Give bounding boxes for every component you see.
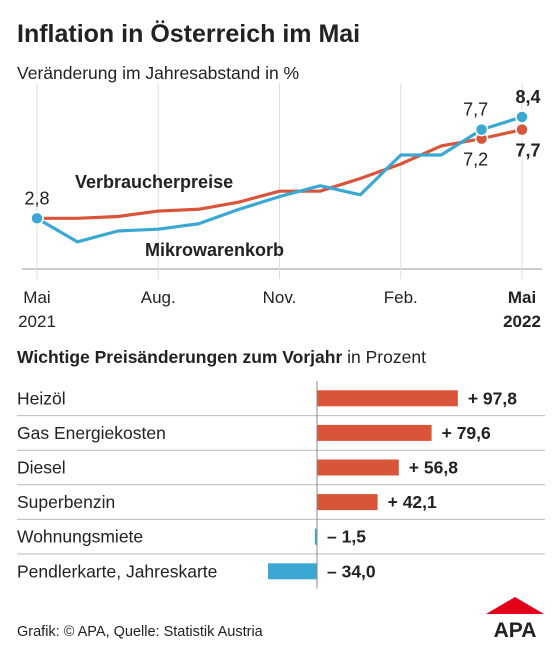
bar <box>268 563 317 580</box>
x-tick-label: Feb. <box>384 288 418 307</box>
value-label: 7,7 <box>463 100 488 120</box>
value-label: + 79,6 <box>442 423 491 443</box>
value-label: + 97,8 <box>468 388 517 408</box>
x-tick-label: Aug. <box>141 288 176 307</box>
bar <box>317 459 399 476</box>
value-label: – 1,5 <box>327 527 366 547</box>
x-tick-label: Mai 2021 <box>18 288 56 331</box>
value-label: 7,2 <box>463 150 488 170</box>
series-label: Mikrowarenkorb <box>145 240 284 260</box>
value-label: + 56,8 <box>409 458 458 478</box>
point <box>515 110 529 124</box>
series-line <box>37 128 523 220</box>
value-label: + 42,1 <box>388 492 437 512</box>
value-label: 7,7 <box>515 141 540 161</box>
point <box>515 122 529 137</box>
category-label: Diesel <box>17 458 66 478</box>
bar-title-main: Wichtige Preisänderungen zum Vorjahr <box>17 347 342 367</box>
point <box>474 122 489 137</box>
bar <box>317 424 432 441</box>
category-label: Superbenzin <box>17 492 115 512</box>
logo: APA <box>494 619 537 642</box>
category-label: Pendlerkarte, Jahreskarte <box>17 561 217 581</box>
series-line <box>36 115 523 244</box>
subtitle: Veränderung im Jahresabstand in % <box>17 63 299 83</box>
bar <box>317 390 458 407</box>
title: Inflation in Österreich im Mai <box>17 19 360 48</box>
series-label: Verbraucherpreise <box>75 172 233 192</box>
value-label: – 34,0 <box>327 561 376 581</box>
category-label: Wohnungsmiete <box>17 527 143 547</box>
category-label: Gas Energiekosten <box>17 423 166 443</box>
x-tick-label: Nov. <box>263 288 297 307</box>
bar-title-unit: in Prozent <box>347 347 426 367</box>
logo-roof <box>486 597 544 614</box>
value-label: 2,8 <box>24 188 49 208</box>
bar <box>314 528 317 545</box>
bar-title: Wichtige Preisänderungen zum Vorjahr in … <box>17 347 426 367</box>
bar <box>317 494 378 511</box>
category-label: Heizöl <box>17 388 66 408</box>
source: Grafik: © APA, Quelle: Statistik Austria <box>17 624 264 640</box>
value-label: 8,4 <box>515 87 540 107</box>
x-tick-label: Mai 2022 <box>503 288 541 331</box>
point <box>30 211 44 226</box>
